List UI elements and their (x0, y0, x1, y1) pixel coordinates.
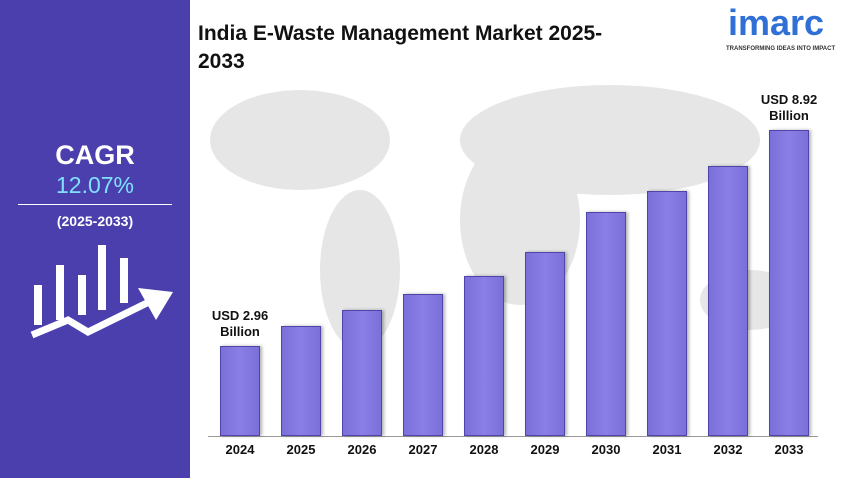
bar (525, 252, 565, 436)
x-tick-label: 2030 (591, 442, 621, 457)
value-label: USD 2.96 Billion (211, 308, 269, 340)
logo-name: imarc (728, 2, 825, 43)
x-tick-label: 2024 (225, 442, 255, 457)
sidebar: CAGR 12.07% (2025-2033) (0, 0, 190, 478)
bar (281, 326, 321, 436)
cagr-label: CAGR (55, 140, 135, 170)
bar (403, 293, 443, 436)
bar (220, 346, 260, 436)
x-tick-label: 2033 (774, 442, 804, 457)
growth-icon (30, 245, 173, 339)
chart-title: India E-Waste Management Market 2025-203… (198, 22, 603, 73)
world-map (210, 85, 800, 350)
bar (342, 310, 382, 436)
cagr-value: 12.07% (55, 172, 134, 198)
x-tick-label: 2029 (530, 442, 560, 457)
bar (586, 211, 626, 436)
bar (769, 130, 809, 436)
value-label: USD 8.92 Billion (760, 92, 818, 124)
x-tick-label: 2028 (469, 442, 499, 457)
x-tick-label: 2027 (408, 442, 438, 457)
x-tick-label: 2032 (713, 442, 743, 457)
bar (708, 165, 748, 436)
bar (464, 276, 504, 436)
baseline (208, 436, 818, 437)
bar (647, 190, 687, 436)
cagr-period: (2025-2033) (56, 213, 134, 229)
x-tick-label: 2031 (652, 442, 682, 457)
x-tick-label: 2026 (347, 442, 377, 457)
x-tick-label: 2025 (286, 442, 316, 457)
divider (18, 204, 172, 205)
logo-tagline: TRANSFORMING IDEAS INTO IMPACT (726, 46, 836, 52)
